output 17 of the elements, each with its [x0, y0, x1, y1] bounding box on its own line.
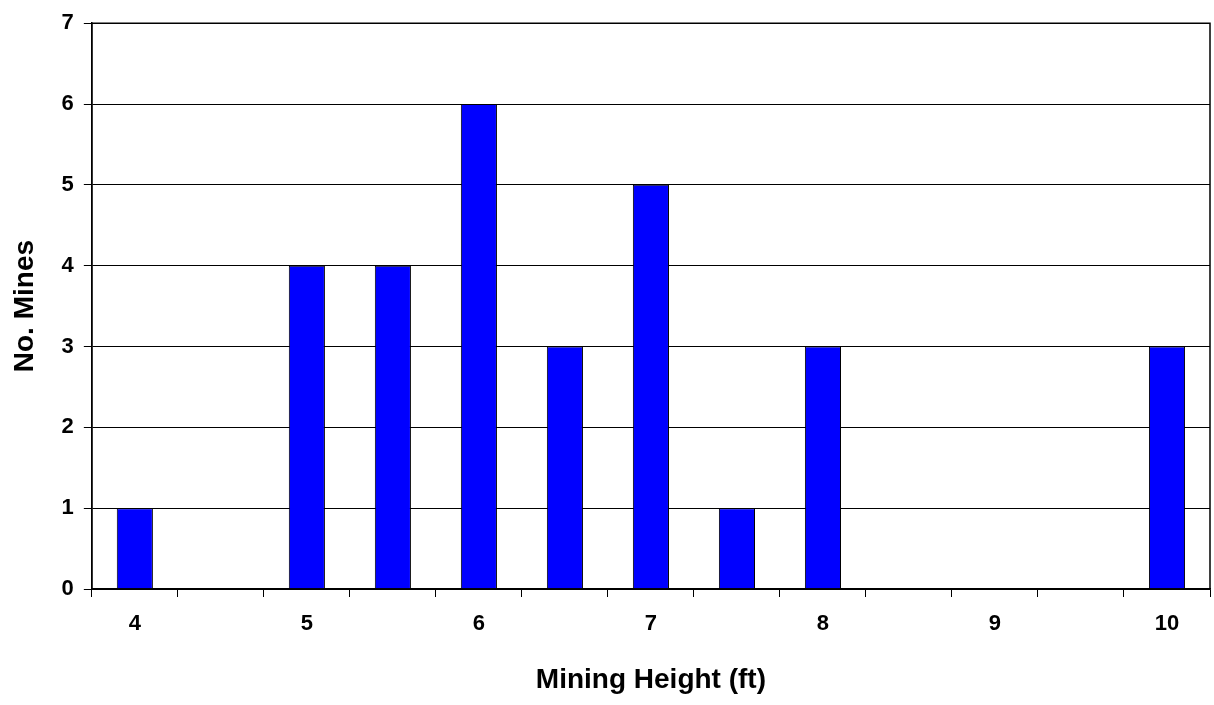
x-tick-label: 10 — [1154, 610, 1180, 636]
y-tick-label: 4 — [61, 251, 75, 277]
x-tick-label: 5 — [300, 610, 313, 636]
y-tick-label: 7 — [61, 9, 74, 35]
y-tick-label: 3 — [61, 332, 74, 358]
y-tick-label: 6 — [61, 90, 74, 116]
x-tick-label: 8 — [816, 610, 830, 636]
x-tick-label: 9 — [988, 610, 1002, 636]
x-axis-title: Mining Height (ft) — [535, 662, 766, 694]
y-tick-label: 0 — [61, 575, 74, 601]
y-tick-label: 1 — [61, 494, 74, 520]
x-tick-label: 4 — [128, 610, 142, 636]
x-tick-label: 7 — [644, 610, 658, 636]
x-tick-label: 6 — [472, 610, 486, 636]
y-tick-label: 2 — [61, 413, 74, 439]
y-tick-label: 5 — [61, 170, 74, 196]
y-axis-title: No. Mines — [7, 239, 39, 373]
